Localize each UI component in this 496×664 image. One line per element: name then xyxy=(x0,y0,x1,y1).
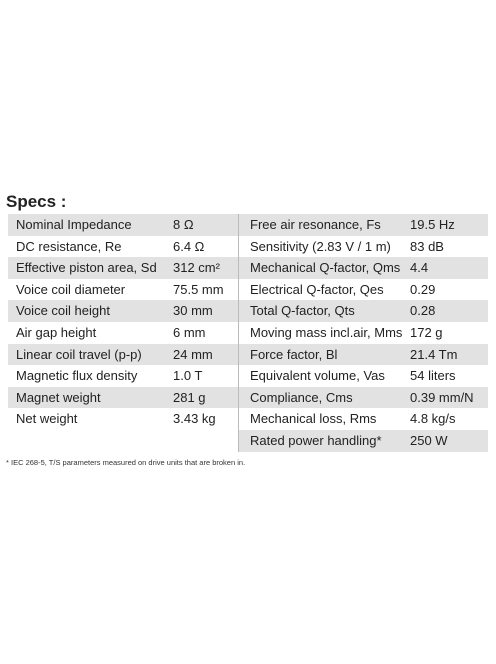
row-band xyxy=(239,343,488,366)
spec-label: Total Q-factor, Qts xyxy=(250,303,355,319)
spec-value: 6.4 Ω xyxy=(173,238,205,254)
spec-value: 19.5 Hz xyxy=(410,217,455,232)
spec-label: DC resistance, Re xyxy=(16,238,122,254)
spec-value: 24 mm xyxy=(173,346,213,362)
spec-label: Force factor, Bl xyxy=(250,346,338,362)
spec-value: 1.0 T xyxy=(173,368,203,384)
spec-label: Magnetic flux density xyxy=(16,368,138,384)
spec-label: Linear coil travel (p-p) xyxy=(16,346,142,362)
spec-label: Mechanical Q-factor, Qms xyxy=(250,260,401,276)
row-band xyxy=(239,214,488,236)
spec-value: 30 mm xyxy=(173,303,213,319)
row-band xyxy=(8,386,238,409)
row-band xyxy=(239,386,488,409)
spec-value: 312 cm² xyxy=(173,260,220,276)
row-band xyxy=(8,214,238,236)
spec-value: 83 dB xyxy=(410,238,444,254)
spec-table: Nominal Impedance 8 Ω DC resistance, Re 6.4… xyxy=(8,214,488,452)
footnote: * IEC 268-5, T/S parameters measured on … xyxy=(6,458,246,467)
spec-value: 281 g xyxy=(173,389,206,405)
spec-value: 8 Ω xyxy=(173,217,194,232)
spec-label: Equivalent volume, Vas xyxy=(250,368,385,384)
row-band xyxy=(239,257,488,279)
row-band xyxy=(8,257,238,279)
spec-value: 0.29 xyxy=(410,281,436,297)
row-band xyxy=(8,300,238,322)
spec-value: 75.5 mm xyxy=(173,281,224,297)
spec-value: 250 W xyxy=(410,433,448,448)
spec-label: Rated power handling* xyxy=(250,433,382,448)
spec-value: 6 mm xyxy=(173,325,206,340)
spec-label: Nominal Impedance xyxy=(16,217,132,232)
divider xyxy=(238,214,239,452)
spec-value: 21.4 Tm xyxy=(410,346,458,362)
row-band xyxy=(239,430,488,452)
row-band xyxy=(239,300,488,322)
spec-value: 3.43 kg xyxy=(173,411,216,427)
spec-label: Magnet weight xyxy=(16,389,101,405)
spec-label: Voice coil diameter xyxy=(16,281,126,297)
spec-label: Effective piston area, Sd xyxy=(16,260,157,276)
spec-value: 4.4 xyxy=(410,260,429,276)
spec-value: 4.8 kg/s xyxy=(410,411,456,427)
spec-label: Moving mass incl.air, Mms xyxy=(250,325,403,340)
spec-label: Electrical Q-factor, Qes xyxy=(250,281,384,297)
spec-value: 0.28 xyxy=(410,303,436,319)
spec-label: Net weight xyxy=(16,411,78,427)
spec-label: Voice coil height xyxy=(16,303,110,319)
spec-label: Mechanical loss, Rms xyxy=(250,411,377,427)
spec-value: 172 g xyxy=(410,325,443,340)
row-band xyxy=(8,343,238,366)
spec-label: Air gap height xyxy=(16,325,97,340)
spec-label: Compliance, Cms xyxy=(250,389,353,405)
spec-label: Free air resonance, Fs xyxy=(250,217,381,232)
spec-value: 0.39 mm/N xyxy=(410,389,474,405)
spec-label: Sensitivity (2.83 V / 1 m) xyxy=(250,238,391,254)
heading: Specs : xyxy=(6,192,67,211)
spec-value: 54 liters xyxy=(410,368,456,384)
